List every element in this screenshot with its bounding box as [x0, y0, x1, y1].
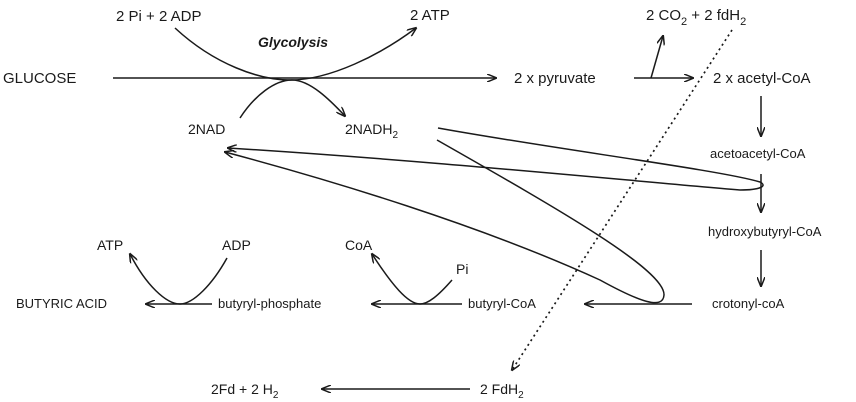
acetoacetyl-coa-label: acetoacetyl-CoA — [710, 146, 806, 161]
hydroxybutyryl-coa-label: hydroxybutyryl-CoA — [708, 224, 822, 239]
nad-label: 2NAD — [188, 121, 225, 137]
nad-to-nadh2-arc — [239, 79, 345, 119]
pi-mid-label: Pi — [456, 261, 468, 277]
pi-to-coa-arc — [372, 254, 453, 305]
glycolysis-label: Glycolysis — [258, 34, 328, 50]
coa-label: CoA — [345, 237, 373, 253]
butyryl-phosphate-label: butyryl-phosphate — [218, 296, 321, 311]
fd-h2-label: 2Fd + 2 H2 — [211, 381, 279, 401]
fdh2-bottom-label: 2 FdH2 — [480, 381, 524, 401]
butyric-acid-label: BUTYRIC ACID — [16, 296, 107, 311]
pi-adp-top-label: 2 Pi + 2 ADP — [116, 8, 201, 25]
co2-release-arrow — [650, 36, 663, 79]
butyryl-coa-label: butyryl-CoA — [468, 296, 536, 311]
adp-left-label: ADP — [222, 237, 251, 253]
crotonyl-coa-label: crotonyl-coA — [712, 296, 785, 311]
atp-left-label: ATP — [97, 237, 123, 253]
nadh2-label: 2NADH2 — [345, 121, 398, 141]
atp-top-label: 2 ATP — [410, 7, 450, 24]
adp-to-atp-arc — [130, 254, 228, 305]
acetyl-coa-label: 2 x acetyl-CoA — [713, 70, 811, 87]
nadh2-acetoacetyl-loop — [228, 127, 764, 191]
fdh2-transfer-dotted-arrow — [512, 29, 733, 370]
co2-fdh2-label: 2 CO2 + 2 fdH2 — [646, 7, 746, 28]
pyruvate-label: 2 x pyruvate — [514, 70, 596, 87]
nadh2-crotonyl-loop — [225, 139, 665, 304]
glucose-label: GLUCOSE — [3, 70, 76, 87]
